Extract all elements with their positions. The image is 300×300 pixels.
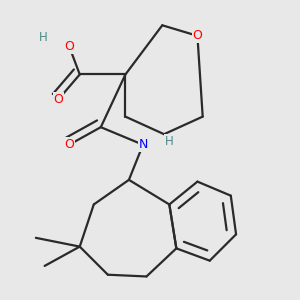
Text: O: O — [193, 29, 202, 42]
Text: H: H — [38, 31, 47, 44]
Text: O: O — [64, 138, 74, 151]
Text: H: H — [165, 135, 174, 148]
Text: O: O — [64, 40, 74, 53]
Text: N: N — [138, 138, 148, 151]
Text: O: O — [54, 93, 64, 106]
